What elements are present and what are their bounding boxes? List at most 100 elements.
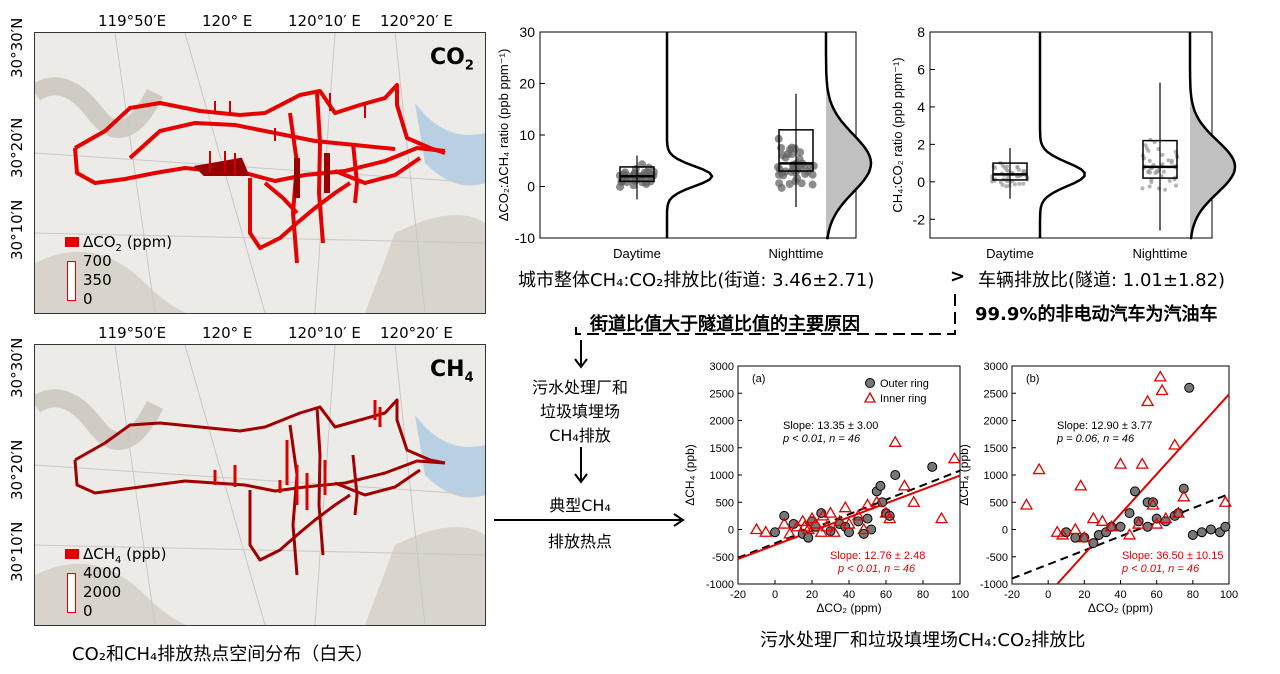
- inner-ring-point: [759, 525, 773, 537]
- density-curve: [665, 32, 714, 238]
- inner-ring-point: [1150, 517, 1164, 529]
- outer-ring-point: [877, 497, 888, 508]
- y-tick-label: 2500: [984, 388, 1008, 400]
- inner-ring-point: [897, 479, 912, 491]
- inner-ring-point: [1068, 522, 1082, 535]
- inner-ring-point: [833, 514, 847, 526]
- source-text-1: 污水处理厂和: [531, 378, 628, 397]
- inner-ring-point: [814, 525, 828, 537]
- co2-legend-value: 350: [83, 271, 112, 289]
- inner-ring-point: [823, 506, 838, 518]
- flow-arrow-to-scatter: [494, 513, 685, 527]
- x-tick-label: 40: [843, 589, 855, 601]
- data-point: [808, 180, 817, 189]
- outer-ring-point: [875, 480, 886, 491]
- co2-lon-tick: 120°20′ E: [380, 12, 453, 30]
- outer-ring-point: [1129, 486, 1140, 497]
- outer-ring-point: [1101, 527, 1112, 538]
- data-point: [647, 172, 656, 181]
- inner-ring-point: [1122, 528, 1137, 540]
- data-point: [1172, 164, 1177, 169]
- data-point: [1149, 180, 1154, 185]
- data-point: [1172, 177, 1177, 182]
- y-tick-label: 0: [917, 174, 925, 190]
- outer-ring-point: [884, 510, 895, 521]
- data-point: [620, 170, 629, 179]
- data-point: [789, 160, 798, 169]
- data-point: [779, 171, 788, 180]
- inner-ring-point: [1171, 506, 1185, 518]
- data-point: [646, 170, 655, 179]
- outer-ring-point: [1151, 513, 1162, 524]
- data-point: [1174, 152, 1179, 157]
- data-point: [1007, 183, 1012, 188]
- data-point: [619, 174, 628, 183]
- box-chart-2: -2 0 2 4 6 8 CH₄:CO₂ ratio (ppb ppm⁻¹) Daytime N…: [890, 24, 1237, 261]
- inner-slope-text: Slope: 36.50 ± 10.15: [1122, 550, 1223, 562]
- inner-ring-point: [1077, 530, 1091, 543]
- inner-stats-text: p < 0.01, n = 46: [1121, 563, 1200, 575]
- data-point: [1160, 162, 1165, 167]
- data-point: [638, 160, 647, 169]
- inner-ring-point: [1050, 525, 1064, 537]
- data-point: [1002, 165, 1007, 170]
- outer-ring-point: [1184, 382, 1195, 393]
- outer-ring-point: [853, 516, 864, 527]
- data-point: [1018, 173, 1023, 178]
- hotspot-text-2: 排放热点: [547, 532, 612, 551]
- plot-frame: [1011, 365, 1230, 585]
- reason-text: 街道比值大于隧道比值的主要原因: [590, 314, 860, 335]
- inner-ring-point: [1141, 394, 1155, 407]
- data-point: [623, 172, 632, 181]
- data-point: [617, 177, 626, 186]
- data-point: [630, 176, 639, 185]
- co2-lat-tick: 30°20′N: [8, 117, 26, 178]
- y-tick-label: 1500: [710, 443, 734, 455]
- inner-ring-point: [797, 519, 812, 532]
- data-point: [1008, 179, 1013, 184]
- outer-ring-point: [1079, 532, 1090, 543]
- inner-ring-point: [1113, 457, 1128, 469]
- outer-ring-point: [866, 524, 877, 535]
- outer-ring-point: [1115, 521, 1126, 532]
- data-point: [1152, 140, 1157, 145]
- data-point: [803, 167, 812, 176]
- outer-ring-point: [862, 513, 873, 524]
- co2-legend: ΔCO2 (ppm) 700 350 0: [65, 233, 215, 313]
- inner-ring-point: [1177, 490, 1191, 502]
- outer-ring-point: [779, 510, 790, 521]
- data-point: [795, 155, 804, 164]
- outer-slope-text: Slope: 13.35 ± 3.00: [783, 420, 878, 432]
- y-tick-label: -1000: [980, 579, 1008, 591]
- y-tick-label: 10: [519, 127, 535, 143]
- inner-ring-point: [820, 519, 834, 532]
- inner-ring-point: [816, 509, 830, 521]
- data-point: [649, 167, 658, 176]
- data-point: [796, 164, 805, 173]
- data-point: [1156, 147, 1161, 152]
- data-point: [1146, 148, 1151, 153]
- inner-ring-point: [1074, 479, 1088, 491]
- legend-inner-marker: [863, 391, 877, 403]
- data-point: [781, 153, 790, 162]
- data-point: [629, 171, 638, 180]
- y-tick-label: 30: [519, 24, 535, 40]
- y-axis-label: CH₄:CO₂ ratio (ppb ppm⁻¹): [890, 57, 905, 212]
- x-category-label: Daytime: [613, 246, 661, 261]
- data-point: [1159, 164, 1164, 169]
- outer-ring-point: [810, 521, 821, 532]
- co2-legend-value: 0: [83, 290, 93, 308]
- data-point: [992, 178, 997, 183]
- data-point: [1021, 181, 1026, 186]
- data-point: [1017, 167, 1022, 172]
- source-text-2: 垃圾填埋场: [539, 402, 620, 421]
- data-point: [1173, 149, 1178, 154]
- data-point: [1025, 177, 1030, 182]
- box: [1142, 139, 1178, 179]
- co2-legend-bar: [67, 261, 76, 301]
- data-point: [774, 134, 783, 143]
- y-tick-label: 0: [527, 179, 535, 195]
- data-point: [775, 179, 784, 188]
- inner-ring-point: [947, 451, 962, 464]
- legend-inner-label: Inner ring: [880, 393, 926, 405]
